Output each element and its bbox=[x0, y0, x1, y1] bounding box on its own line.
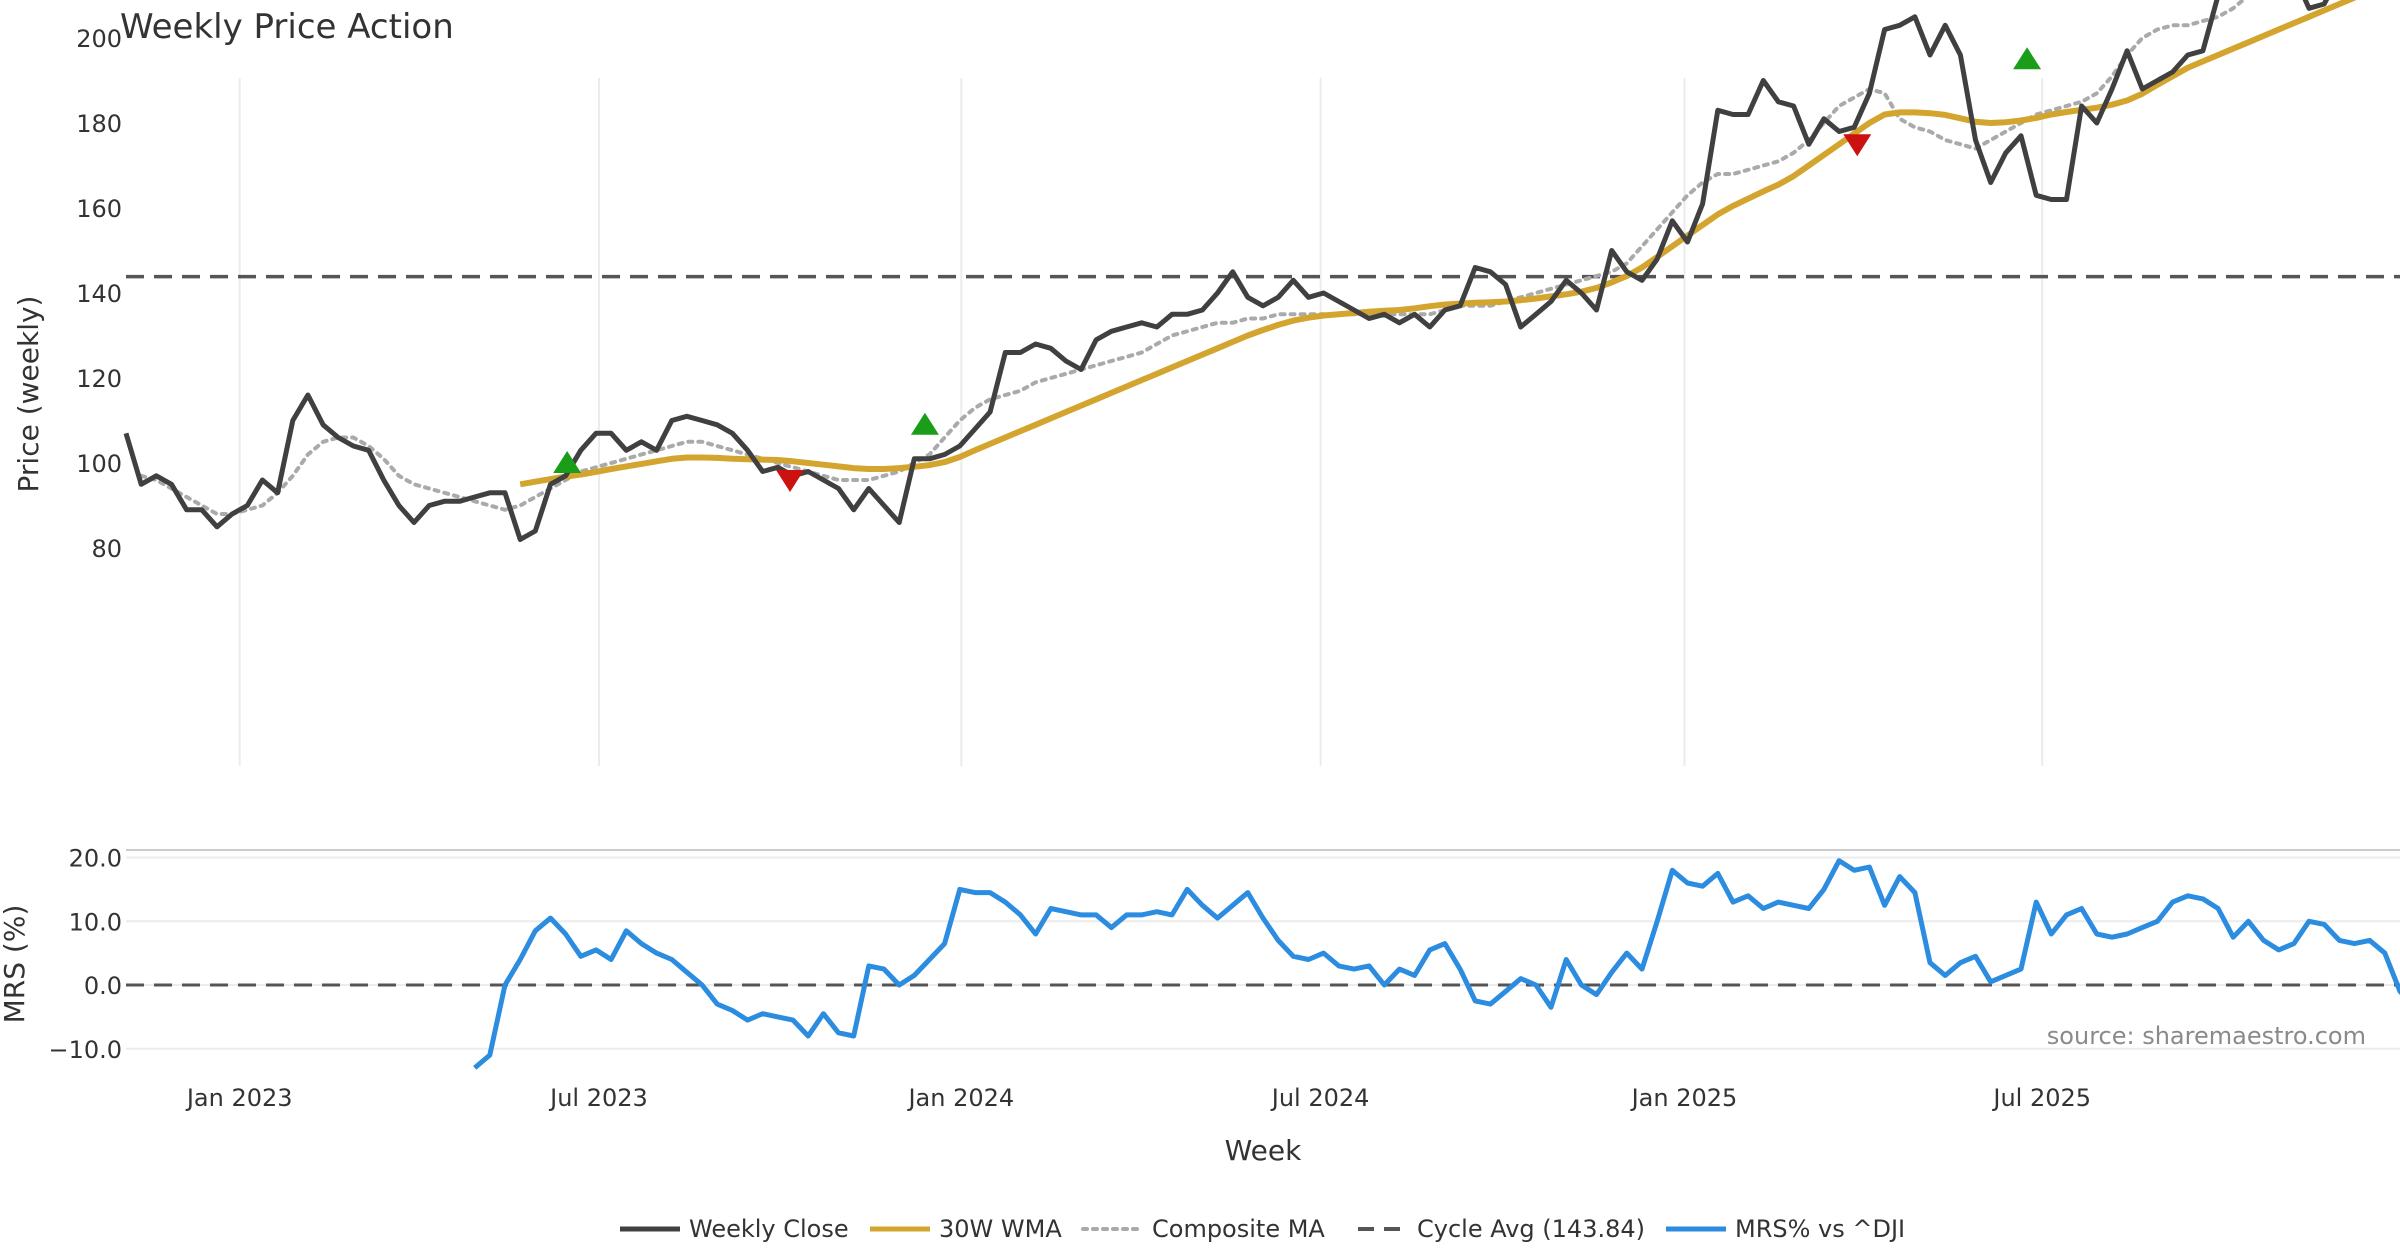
buy-signal-2 bbox=[910, 412, 939, 435]
x-tick-2: Jan 2024 bbox=[906, 1084, 1014, 1112]
legend-label-mrs: MRS% vs ^DJI bbox=[1735, 1215, 1905, 1243]
price-y-tick-200: 200 bbox=[76, 25, 122, 53]
legend-item-composite-ma[interactable]: Composite MA bbox=[1081, 1215, 1325, 1243]
legend-label-composite-ma: Composite MA bbox=[1152, 1215, 1325, 1243]
legend-item-mrs[interactable]: MRS% vs ^DJI bbox=[1666, 1215, 1905, 1243]
mrs-y-tick-0: 20.0 bbox=[69, 845, 122, 873]
legend-label-wma: 30W WMA bbox=[939, 1215, 1062, 1243]
mrs-horizontal-gridlines bbox=[126, 856, 2400, 1050]
mrs-y-axis-label: MRS (%) bbox=[0, 905, 31, 1024]
price-y-tick-180: 180 bbox=[76, 110, 122, 138]
price-y-axis-label: Price (weekly) bbox=[12, 296, 45, 493]
price-plot bbox=[123, 0, 2400, 542]
legend-label-weekly-close: Weekly Close bbox=[689, 1215, 849, 1243]
legend: Weekly Close 30W WMA Composite MA Cycle … bbox=[620, 1215, 1905, 1243]
mrs-line bbox=[473, 858, 2400, 1070]
signal-markers bbox=[553, 47, 2042, 492]
mrs-plot bbox=[126, 858, 2400, 1070]
x-axis-label: Week bbox=[1225, 1134, 1302, 1167]
price-y-tick-80: 80 bbox=[91, 535, 122, 563]
x-tick-0: Jan 2023 bbox=[185, 1084, 293, 1112]
mrs-y-tick-2: 0.0 bbox=[84, 972, 122, 1000]
x-tick-4: Jan 2025 bbox=[1630, 1084, 1738, 1112]
weekly-close-line bbox=[123, 0, 2330, 542]
legend-label-cycle-avg: Cycle Avg (143.84) bbox=[1417, 1215, 1645, 1243]
vertical-gridlines bbox=[238, 78, 2044, 766]
x-tick-5: Jul 2025 bbox=[1991, 1084, 2091, 1112]
x-tick-3: Jul 2024 bbox=[1270, 1084, 1370, 1112]
source-text: source: sharemaestro.com bbox=[2047, 1022, 2366, 1050]
x-tick-labels: Jan 2023 Jul 2023 Jan 2024 Jul 2024 Jan 2025… bbox=[185, 1084, 2091, 1112]
price-y-tick-160: 160 bbox=[76, 195, 122, 223]
chart-title: Weekly Price Action bbox=[120, 7, 454, 47]
price-y-ticks: 80100120140160180200220 bbox=[76, 25, 122, 563]
composite-ma-line bbox=[139, 0, 2247, 516]
mrs-y-ticks: 20.0 10.0 0.0 −10.0 bbox=[48, 845, 122, 1064]
legend-item-cycle-avg[interactable]: Cycle Avg (143.84) bbox=[1358, 1215, 1645, 1243]
price-y-tick-120: 120 bbox=[76, 365, 122, 393]
legend-item-wma[interactable]: 30W WMA bbox=[870, 1215, 1062, 1243]
sell-signal-1 bbox=[776, 470, 805, 492]
x-tick-1: Jul 2023 bbox=[548, 1084, 648, 1112]
price-y-tick-140: 140 bbox=[76, 280, 122, 308]
price-y-tick-100: 100 bbox=[76, 450, 122, 478]
mrs-y-tick-3: −10.0 bbox=[48, 1036, 122, 1064]
mrs-y-tick-1: 10.0 bbox=[69, 908, 122, 936]
buy-signal-0 bbox=[553, 451, 582, 473]
buy-signal-4 bbox=[2013, 47, 2042, 70]
sell-signal-3 bbox=[1843, 134, 1872, 157]
legend-item-weekly-close[interactable]: Weekly Close bbox=[620, 1215, 849, 1243]
